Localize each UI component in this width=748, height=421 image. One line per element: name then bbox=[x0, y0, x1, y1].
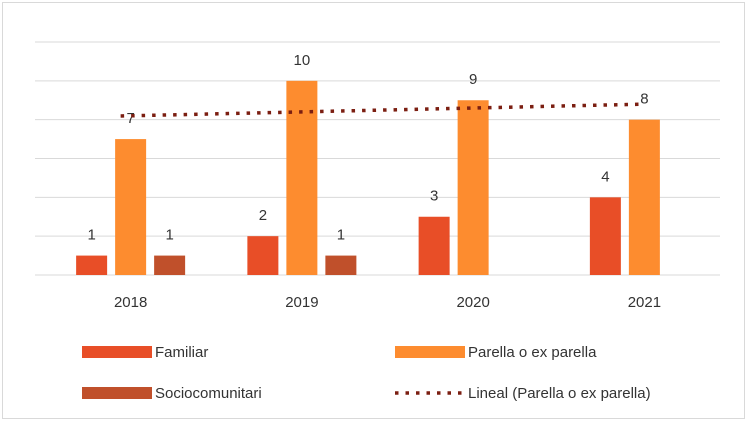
legend-label: Parella o ex parella bbox=[468, 344, 597, 361]
legend-label: Lineal (Parella o ex parella) bbox=[468, 385, 651, 402]
legend-swatch bbox=[82, 346, 152, 358]
legend-swatch bbox=[395, 346, 465, 358]
bar bbox=[76, 255, 108, 275]
data-label: 2 bbox=[259, 207, 267, 224]
bar bbox=[325, 255, 357, 275]
bar bbox=[154, 255, 186, 275]
data-label: 1 bbox=[337, 227, 345, 244]
x-tick-label: 2020 bbox=[456, 294, 489, 311]
trendline bbox=[120, 102, 640, 118]
data-label: 4 bbox=[601, 168, 609, 185]
x-tick-label: 2018 bbox=[114, 294, 147, 311]
bar bbox=[115, 139, 147, 275]
legend-label: Familiar bbox=[155, 344, 208, 361]
data-label: 7 bbox=[126, 110, 134, 127]
x-tick-label: 2019 bbox=[285, 294, 318, 311]
data-label: 10 bbox=[294, 52, 311, 69]
data-label: 3 bbox=[430, 188, 438, 205]
bar bbox=[628, 119, 660, 276]
data-label: 8 bbox=[640, 91, 648, 108]
legend-swatch bbox=[82, 387, 152, 399]
data-label: 1 bbox=[87, 227, 95, 244]
bar bbox=[589, 197, 621, 275]
legend-label: Sociocomunitari bbox=[155, 385, 262, 402]
data-label: 1 bbox=[165, 227, 173, 244]
x-tick-label: 2021 bbox=[628, 294, 661, 311]
bar bbox=[457, 100, 489, 275]
bar bbox=[247, 236, 279, 275]
data-label: 9 bbox=[469, 71, 477, 88]
bar bbox=[418, 216, 450, 275]
